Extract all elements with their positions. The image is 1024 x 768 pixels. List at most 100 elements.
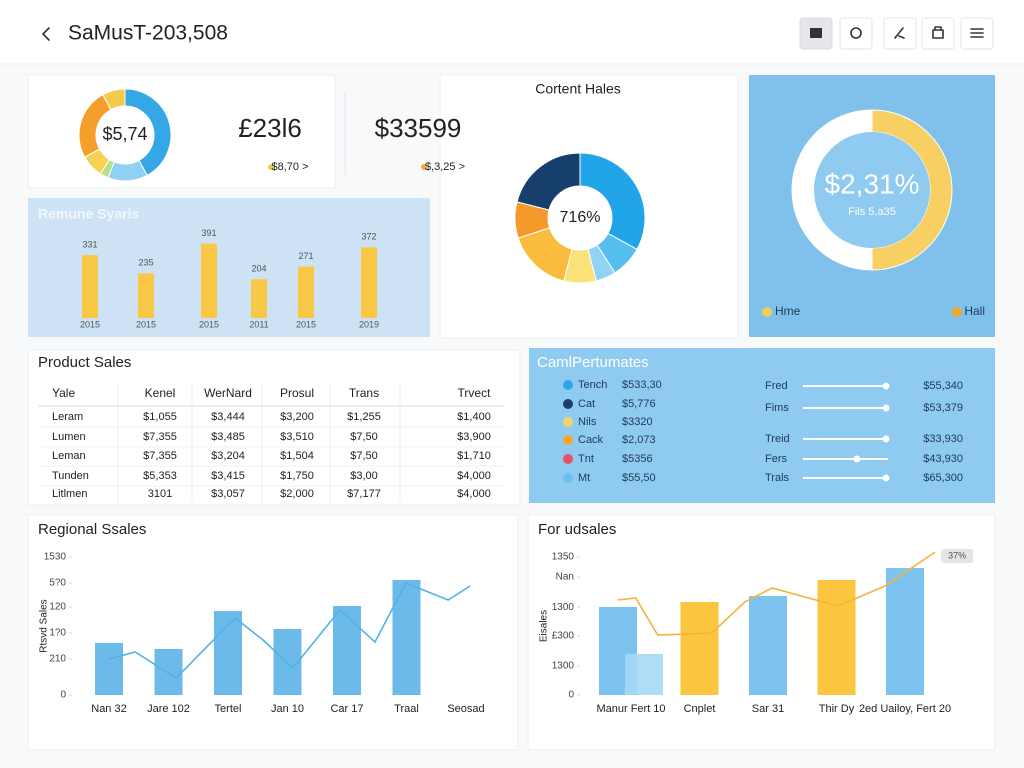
center-label: $2,31% [825, 168, 920, 199]
center-label: $5,74 [102, 124, 147, 144]
table-cell: $1,750 [280, 470, 314, 482]
table-cell: $1,400 [457, 411, 491, 423]
slider-name: Fers [765, 453, 788, 465]
pie-segment [102, 88, 126, 111]
share-button[interactable] [883, 17, 917, 50]
table-cell: $3,204 [211, 450, 245, 462]
table-cell: $1,055 [143, 411, 177, 423]
y-tick-label: 0 [60, 690, 66, 701]
x-tick-label: Sar 31 [752, 703, 784, 715]
table-cell: $3,900 [457, 431, 491, 443]
table-cell: Leman [52, 450, 86, 462]
slider-value: $55,340 [923, 380, 963, 392]
line [108, 581, 471, 680]
table-cell: $1,255 [347, 411, 381, 423]
x-tick-label: Jare 102 [147, 703, 190, 715]
y-tick-label: 1300 [552, 661, 575, 672]
y-tick-label: 0 [568, 690, 574, 701]
column-header: WerNard [204, 386, 252, 400]
legend-dot [952, 307, 962, 317]
item-value: $3320 [622, 416, 653, 428]
table-cell: $7,50 [350, 431, 378, 443]
item-dot [563, 454, 573, 464]
bar [680, 601, 719, 695]
x-tick-label: 2015 [80, 319, 100, 329]
kpi-value: $33599 [375, 113, 462, 143]
bar-label: 331 [82, 239, 97, 249]
kpi-value: £23l6 [238, 113, 302, 143]
bar [298, 266, 314, 318]
y-tick-label: 1530 [44, 552, 67, 563]
y-tick-label: 1350 [552, 552, 575, 563]
y-tick-label: 5?0 [49, 578, 66, 589]
item-name: Cack [578, 434, 604, 446]
bar [333, 605, 361, 695]
bar [392, 580, 421, 695]
item-name: Tnt [578, 453, 594, 465]
bar [138, 273, 154, 318]
chart-title: For udsales [538, 521, 616, 538]
table-cell: $3,200 [280, 411, 314, 423]
bar [82, 255, 98, 318]
x-tick-label: Tertel [215, 703, 242, 715]
item-value: $5356 [622, 453, 653, 465]
x-tick-label: Cnplet [684, 703, 716, 715]
bar-label: 204 [251, 264, 266, 274]
center-sub-label: Fils 5,a35 [848, 206, 896, 218]
x-tick-label: 2ed Uailoy, Fert 20 [859, 703, 951, 715]
column-header: Trans [349, 386, 379, 400]
y-tick-label: £300 [552, 631, 575, 642]
item-value: $55,50 [622, 472, 656, 484]
x-tick-label: Nan 32 [91, 703, 126, 715]
table-cell: 3101 [148, 488, 172, 500]
layout-icon [810, 28, 822, 38]
bar [251, 279, 267, 318]
slider-knob[interactable] [853, 455, 861, 463]
kpi-dot [268, 164, 274, 170]
item-name: Mt [578, 472, 590, 484]
x-tick-label: Seosad [447, 703, 484, 715]
slider-knob[interactable] [882, 404, 890, 412]
item-value: $533,30 [622, 379, 662, 391]
legend-dot [762, 307, 772, 317]
bar [361, 247, 377, 318]
table-cell: $4,000 [457, 488, 491, 500]
table-cell: $3,444 [211, 411, 245, 423]
slider-knob[interactable] [882, 382, 890, 390]
item-value: $5,776 [622, 398, 656, 410]
slider-value: $33,930 [923, 433, 963, 445]
ring-center [814, 132, 930, 248]
table-cell: Litlmen [52, 488, 87, 500]
y-tick-label: 1300 [552, 602, 575, 613]
bar [214, 611, 242, 695]
kpi-sub: $8,70 > [271, 161, 308, 173]
page-title: SaMusT-203,508 [68, 22, 228, 45]
x-tick-label: Manur Fert 10 [596, 703, 665, 715]
clock-button[interactable] [839, 17, 873, 50]
table-cell: $1,710 [457, 450, 491, 462]
slider-knob[interactable] [882, 474, 890, 482]
toolbar [799, 17, 994, 50]
kpi-sub: $,3,25 > [425, 161, 465, 173]
bar [625, 654, 663, 695]
bar [817, 580, 856, 695]
annotation-box [941, 548, 974, 563]
menu-icon [970, 28, 984, 38]
item-value: $2,073 [622, 434, 656, 446]
bar [154, 649, 183, 695]
x-tick-label: Thir Dy [819, 703, 855, 715]
back-button[interactable] [42, 27, 50, 41]
y-tick-label: 1?0 [49, 628, 66, 639]
center-label: 716% [560, 209, 601, 226]
legend-label: Hme [775, 304, 801, 318]
regional-panel [27, 514, 519, 751]
y-tick-label: Nan [556, 572, 574, 583]
slider-knob[interactable] [882, 435, 890, 443]
slider-name: Trals [765, 472, 790, 484]
bar-label: 235 [138, 258, 153, 268]
x-tick-label: 2015 [136, 319, 156, 329]
item-dot [563, 417, 573, 427]
bag-button[interactable] [921, 17, 955, 50]
table-cell: Lumen [52, 431, 86, 443]
panel-title: CamlPertumates [537, 354, 649, 371]
